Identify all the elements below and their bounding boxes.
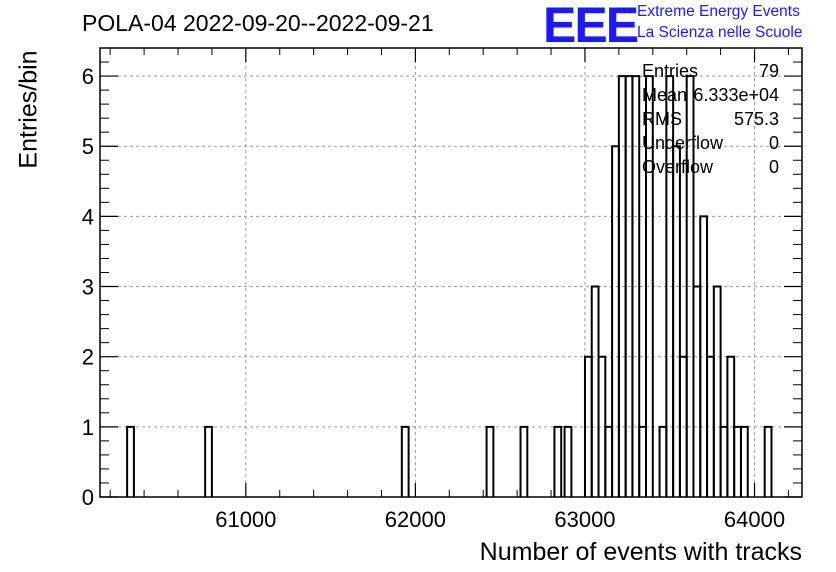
stat-key: RMS: [642, 109, 682, 129]
stat-key: Entries: [642, 61, 699, 81]
histogram-bin: [658, 425, 668, 497]
histogram-bin: [590, 285, 600, 497]
y-tick-label: 1: [82, 415, 94, 440]
y-axis-label: Entries/bin: [14, 50, 43, 169]
y-tick-label: 4: [82, 204, 94, 229]
stat-value: 6.333e+04: [693, 85, 779, 105]
histogram-bin: [739, 425, 749, 497]
stat-value: 79: [758, 61, 779, 81]
histogram-bin: [485, 425, 495, 497]
histogram-bin: [604, 425, 614, 497]
y-tick-label: 3: [82, 275, 94, 300]
x-tick-label: 62000: [385, 507, 446, 532]
stat-row-underflow: Underflow 0: [642, 132, 779, 156]
histogram-bin: [763, 425, 773, 497]
stat-value: 0: [768, 133, 779, 153]
x-axis-label: Number of events with tracks: [479, 538, 802, 566]
stat-value: 575.3: [733, 109, 779, 129]
histogram-bin: [638, 425, 647, 497]
histogram-bin: [719, 425, 729, 497]
stat-row-overflow: Overflow 0: [642, 156, 779, 180]
histogram-bin: [712, 285, 722, 497]
stat-row-rms: RMS 575.3: [642, 108, 779, 132]
histogram-bin: [519, 425, 529, 497]
histogram-bin: [692, 285, 702, 497]
x-tick-label: 61000: [215, 507, 276, 532]
stat-key: Mean: [642, 85, 688, 105]
histogram-bin: [733, 425, 742, 497]
histogram-bin: [611, 145, 620, 497]
y-tick-label: 5: [82, 134, 94, 159]
y-tick-label: 0: [82, 485, 94, 510]
logo-line-1: Extreme Energy Events: [637, 3, 800, 20]
chart-title: POLA-04 2022-09-20--2022-09-21: [82, 10, 434, 36]
histogram-bin: [645, 75, 654, 497]
stat-key: Underflow: [642, 133, 724, 153]
stat-row-mean: Mean 6.333e+04: [642, 84, 779, 108]
eee-logo: EEE: [543, 0, 639, 53]
histogram-bin: [204, 425, 213, 497]
x-tick-label: 64000: [724, 507, 785, 532]
x-tick-label: 63000: [554, 507, 615, 532]
y-tick-label: 2: [82, 345, 94, 370]
y-tick-label: 6: [82, 64, 94, 89]
histogram-bin: [631, 75, 641, 497]
histogram-bin: [126, 425, 135, 497]
histogram-bin: [563, 425, 573, 497]
logo-line-2: La Scienza nelle Scuole: [637, 24, 803, 41]
histogram-bin: [400, 425, 410, 497]
stat-row-entries: Entries 79: [642, 60, 779, 84]
stat-key: Overflow: [642, 157, 714, 177]
stats-box: Entries 79 Mean 6.333e+04 RMS 575.3 Unde…: [642, 60, 779, 180]
histogram-bin: [672, 145, 681, 497]
stat-value: 0: [768, 157, 779, 177]
histogram-bin: [553, 425, 563, 497]
